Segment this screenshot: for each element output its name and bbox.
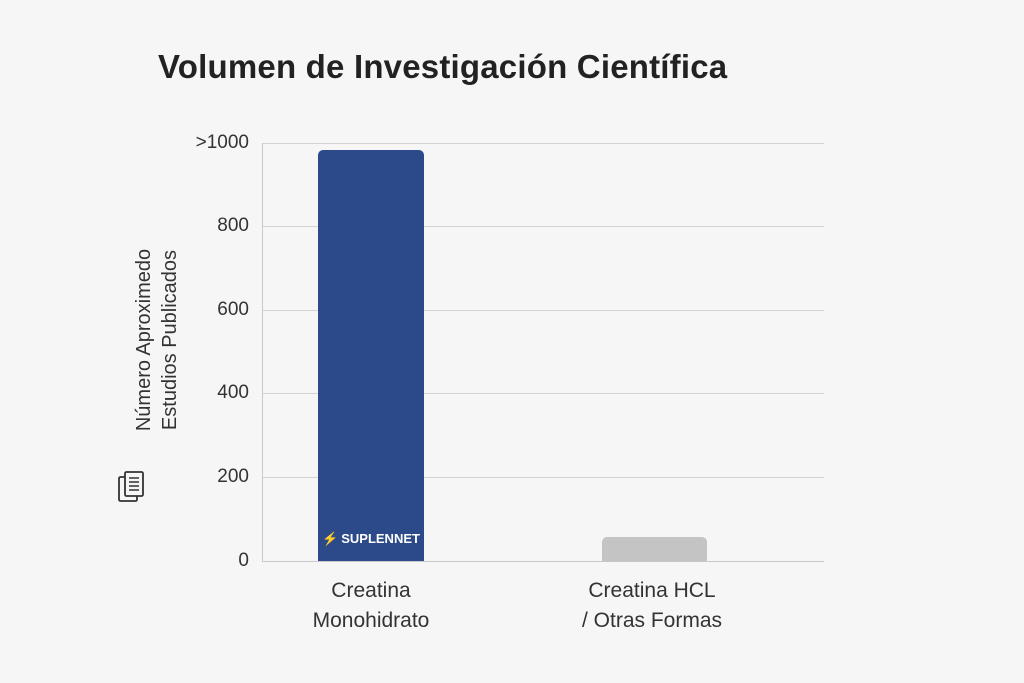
- x-label-creatina-hcl: Creatina HCL / Otras Formas: [532, 576, 772, 636]
- document-stack-icon: [118, 471, 144, 502]
- x-axis-line: [262, 561, 824, 562]
- y-axis-line: [262, 143, 263, 561]
- bar-creatina-hcl: [602, 537, 707, 561]
- y-tick-0: 0: [238, 550, 249, 571]
- y-axis-label-line-2: Estudios Publicados: [159, 249, 181, 431]
- gridline: [262, 393, 824, 394]
- y-tick-600: 600: [217, 299, 249, 320]
- x-label-line-1: Creatina HCL: [588, 579, 716, 602]
- gridline: [262, 143, 824, 144]
- gridline: [262, 477, 824, 478]
- x-label-line-1: Creatina: [331, 579, 411, 602]
- x-label-line-2: / Otras Formas: [581, 609, 723, 632]
- y-tick-1000: >1000: [195, 132, 249, 153]
- gridline: [262, 226, 824, 227]
- watermark: ⚡ SUPLENNET: [318, 531, 424, 547]
- y-tick-400: 400: [217, 382, 249, 403]
- y-axis-label: Número Aproximedo Estudios Publicados: [131, 249, 183, 431]
- plot-area: ⚡ SUPLENNET: [262, 143, 824, 561]
- gridline: [262, 310, 824, 311]
- chart-title: Volumen de Investigación Científica: [158, 48, 728, 85]
- slash-logo-icon: ⚡: [322, 531, 339, 546]
- y-tick-200: 200: [217, 466, 249, 487]
- y-tick-800: 800: [217, 215, 249, 236]
- x-label-line-2: Monohidrato: [312, 609, 430, 632]
- x-label-creatina-monohidrato: Creatina Monohidrato: [251, 576, 491, 636]
- bar-creatina-monohidrato: ⚡ SUPLENNET: [318, 150, 424, 561]
- y-axis-label-line-1: Número Aproximedo: [133, 248, 155, 432]
- watermark-text: SUPLENNET: [341, 531, 420, 546]
